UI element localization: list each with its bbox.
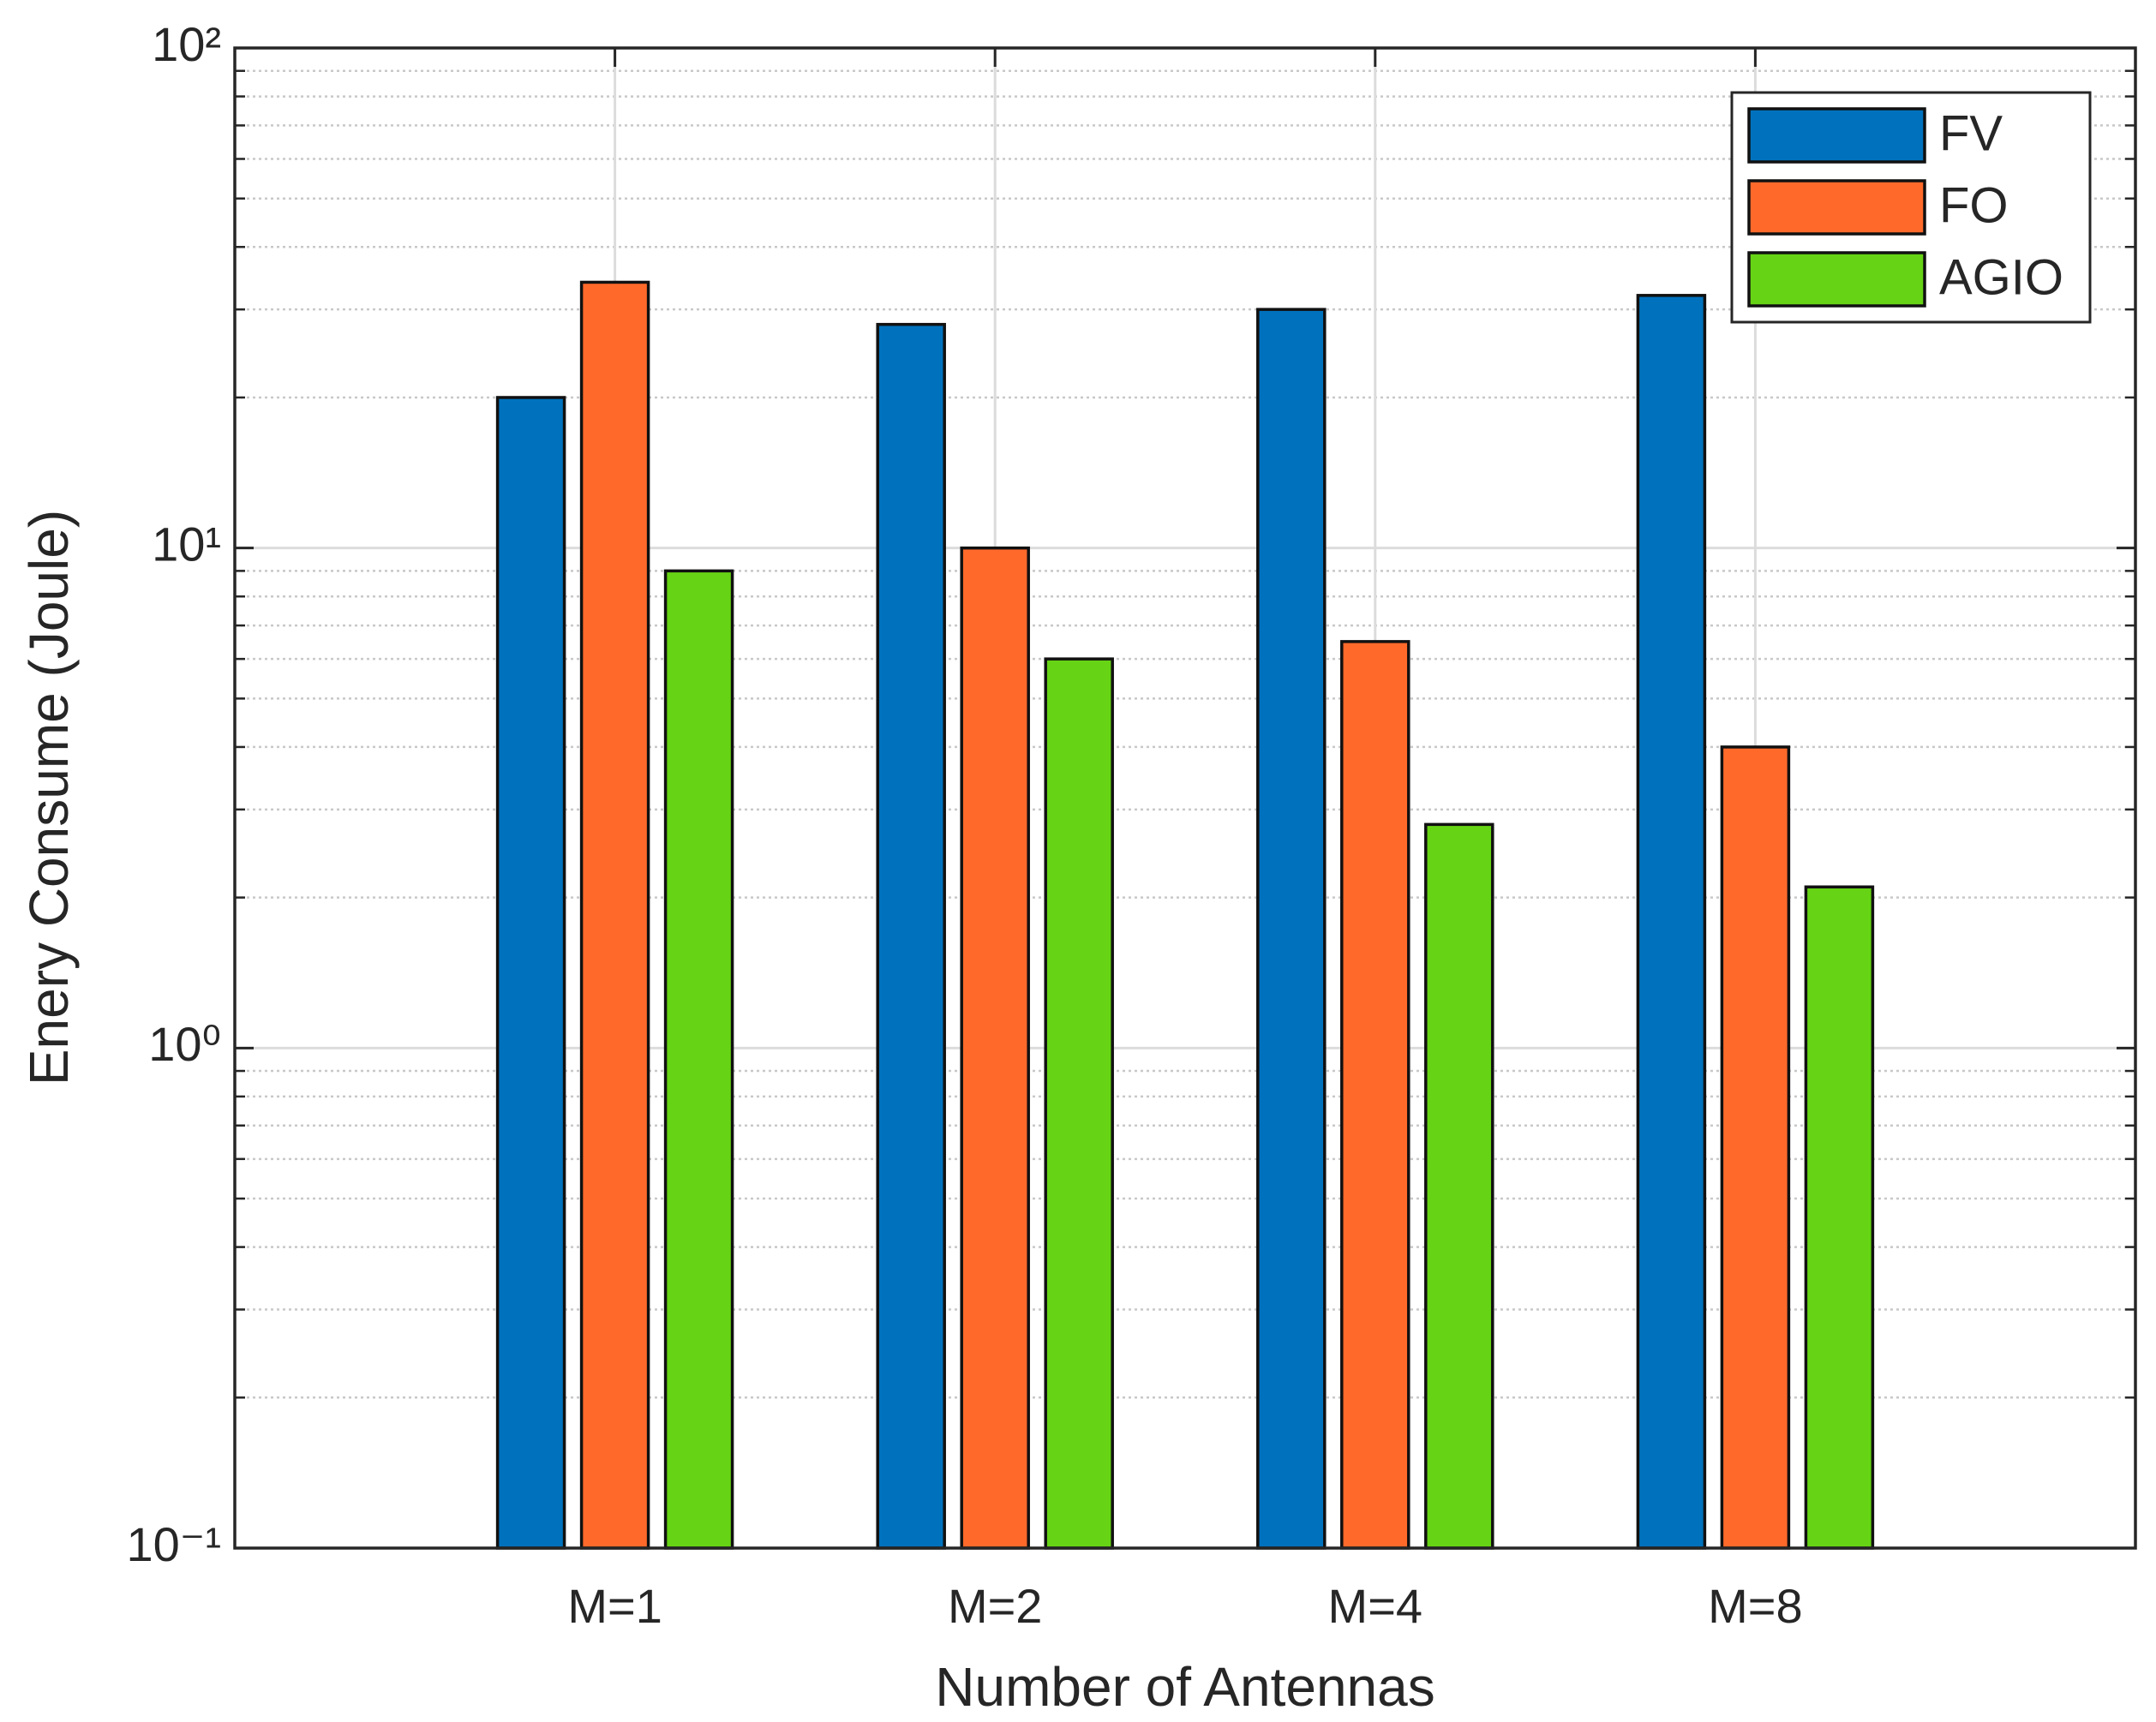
bar bbox=[1636, 294, 1707, 1550]
bar bbox=[663, 569, 734, 1550]
x-tick-label: M=4 bbox=[1328, 1579, 1423, 1633]
bar bbox=[579, 280, 650, 1550]
bar bbox=[1044, 657, 1114, 1550]
y-tick-label: 10² bbox=[152, 17, 221, 71]
bar bbox=[1720, 745, 1791, 1550]
bar bbox=[1256, 308, 1327, 1550]
bar bbox=[1340, 640, 1410, 1550]
legend-swatch bbox=[1747, 107, 1926, 164]
y-tick-label: 10¹ bbox=[152, 517, 221, 571]
bar bbox=[1424, 822, 1494, 1550]
y-tick-label: 10⁰ bbox=[148, 1017, 221, 1071]
x-tick-label: M=2 bbox=[948, 1579, 1043, 1633]
bar bbox=[876, 322, 946, 1550]
legend-label: AGIO bbox=[1939, 249, 2063, 305]
bar bbox=[960, 546, 1030, 1550]
axes-box bbox=[233, 46, 2137, 1550]
bar bbox=[1804, 885, 1875, 1550]
legend-label: FO bbox=[1939, 177, 2009, 233]
y-tick-label: 10⁻¹ bbox=[127, 1517, 222, 1571]
bar bbox=[495, 396, 566, 1550]
x-axis-label: Number of Antennas bbox=[935, 1656, 1434, 1718]
legend-swatch bbox=[1747, 251, 1926, 308]
x-tick-label: M=1 bbox=[567, 1579, 662, 1633]
x-tick-label: M=8 bbox=[1708, 1579, 1803, 1633]
legend-swatch bbox=[1747, 179, 1926, 236]
y-axis-label: Enery Consume (Joule) bbox=[18, 510, 80, 1085]
legend-label: FV bbox=[1939, 105, 2003, 161]
